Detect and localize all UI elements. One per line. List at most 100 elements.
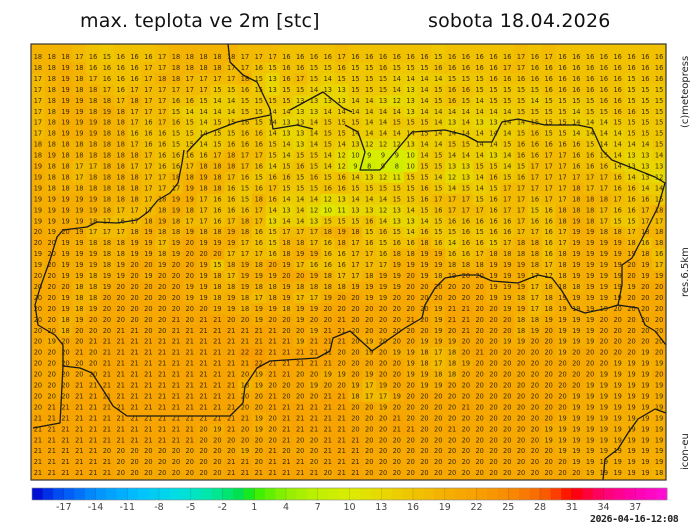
grid-value: 16 xyxy=(600,64,608,72)
grid-value: 20 xyxy=(448,414,456,422)
map-cell xyxy=(569,292,584,304)
map-cell xyxy=(486,281,501,293)
map-cell xyxy=(307,434,322,447)
map-cell xyxy=(417,248,432,261)
map-cell xyxy=(127,380,142,392)
map-cell xyxy=(514,259,529,272)
grid-value: 18 xyxy=(130,97,138,105)
map-cell xyxy=(86,62,101,74)
grid-value: 20 xyxy=(351,349,359,357)
map-cell xyxy=(224,347,239,359)
map-cell xyxy=(376,303,391,315)
map-cell xyxy=(596,445,612,458)
grid-value: 20 xyxy=(227,436,235,444)
grid-value: 21 xyxy=(324,360,332,368)
grid-value: 18 xyxy=(89,239,97,247)
map-cell xyxy=(155,182,170,195)
map-cell xyxy=(569,390,584,403)
grid-value: 16 xyxy=(379,64,387,72)
map-cell xyxy=(500,270,515,282)
grid-value: 20 xyxy=(655,305,663,313)
map-cell xyxy=(141,226,156,239)
grid-value: 19 xyxy=(172,195,180,203)
grid-value: 16 xyxy=(337,173,345,181)
map-cell xyxy=(624,423,639,436)
grid-value: 17 xyxy=(655,217,663,225)
map-cell xyxy=(596,182,612,195)
grid-value: 16 xyxy=(227,206,235,214)
map-cell xyxy=(293,117,308,129)
map-cell xyxy=(583,204,598,217)
grid-value: 21 xyxy=(117,360,125,368)
map-cell xyxy=(500,314,515,326)
map-cell xyxy=(652,95,667,107)
map-cell xyxy=(638,369,653,381)
grid-value: 19 xyxy=(172,206,180,214)
grid-value: 19 xyxy=(655,425,663,433)
grid-value: 13 xyxy=(282,206,290,214)
grid-value: 20 xyxy=(130,294,138,302)
grid-value: 15 xyxy=(462,75,470,83)
grid-value: 20 xyxy=(627,305,635,313)
map-cell xyxy=(431,325,446,337)
grid-value: 20 xyxy=(641,283,649,291)
map-cell xyxy=(417,106,432,118)
map-cell xyxy=(596,434,612,447)
grid-value: 16 xyxy=(144,53,152,61)
map-cell xyxy=(472,84,488,96)
grid-value: 20 xyxy=(89,316,97,324)
grid-value: 18 xyxy=(61,173,69,181)
grid-value: 20 xyxy=(586,371,594,379)
map-cell xyxy=(100,380,115,392)
map-cell xyxy=(583,171,598,184)
grid-value: 15 xyxy=(600,152,608,160)
grid-value: 20 xyxy=(337,294,345,302)
grid-value: 16 xyxy=(144,119,152,127)
grid-value: 18 xyxy=(75,283,83,291)
map-cell xyxy=(555,248,570,261)
map-cell xyxy=(196,237,211,250)
grid-value: 17 xyxy=(158,64,166,72)
grid-value: 20 xyxy=(324,305,332,313)
grid-value: 17 xyxy=(255,53,263,61)
map-cell xyxy=(376,237,391,250)
map-cell xyxy=(86,390,101,403)
grid-value: 17 xyxy=(296,294,304,302)
grid-value: 21 xyxy=(268,360,276,368)
map-cell xyxy=(307,161,322,173)
grid-value: 13 xyxy=(337,195,345,203)
grid-value: 16 xyxy=(117,217,125,225)
grid-value: 17 xyxy=(199,217,207,225)
grid-value: 15 xyxy=(337,217,345,225)
grid-value: 19 xyxy=(503,283,511,291)
colorbar-frame xyxy=(31,487,668,501)
grid-value: 21 xyxy=(199,414,207,422)
grid-value: 19 xyxy=(627,425,635,433)
map-cell xyxy=(334,204,349,217)
map-cell xyxy=(569,193,584,206)
map-cell xyxy=(238,303,253,315)
grid-value: 21 xyxy=(351,469,359,477)
grid-value: 14 xyxy=(296,217,304,225)
grid-value: 19 xyxy=(558,425,566,433)
grid-value: 17 xyxy=(241,152,249,160)
map-cell xyxy=(127,281,142,293)
grid-value: 15 xyxy=(434,53,442,61)
map-cell xyxy=(210,171,225,184)
grid-value: 19 xyxy=(61,217,69,225)
map-cell xyxy=(155,106,170,118)
grid-value: 15 xyxy=(489,163,497,171)
map-cell xyxy=(403,161,419,173)
map-cell xyxy=(348,401,363,414)
colorbar-segment xyxy=(529,488,541,500)
map-cell xyxy=(624,412,639,425)
map-cell xyxy=(527,215,543,228)
map-cell xyxy=(376,347,391,359)
grid-value: 21 xyxy=(158,392,166,400)
map-cell xyxy=(610,259,626,272)
grid-value: 19 xyxy=(600,239,608,247)
map-cell xyxy=(445,215,460,228)
map-cell xyxy=(72,467,87,481)
grid-value: 14 xyxy=(199,119,207,127)
grid-value: 17 xyxy=(282,228,290,236)
